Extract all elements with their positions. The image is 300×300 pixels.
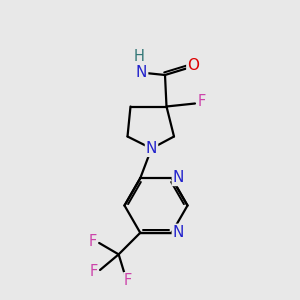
Text: H: H bbox=[134, 49, 145, 64]
Text: F: F bbox=[89, 264, 98, 279]
Text: N: N bbox=[173, 170, 184, 185]
Text: N: N bbox=[173, 225, 184, 240]
Text: N: N bbox=[136, 65, 147, 80]
Text: F: F bbox=[88, 234, 97, 249]
Text: F: F bbox=[124, 273, 132, 288]
Text: F: F bbox=[197, 94, 206, 110]
Text: O: O bbox=[187, 58, 199, 74]
Text: N: N bbox=[146, 141, 157, 156]
